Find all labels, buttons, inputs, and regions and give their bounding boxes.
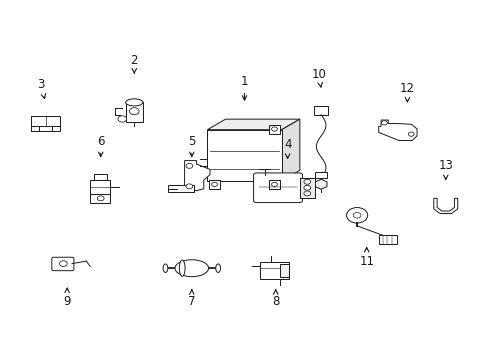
Text: 8: 8 — [271, 289, 279, 308]
Bar — [378, 235, 396, 244]
Circle shape — [97, 196, 104, 201]
Ellipse shape — [163, 264, 167, 273]
Text: 12: 12 — [399, 82, 414, 102]
Text: 7: 7 — [188, 289, 195, 308]
Text: 9: 9 — [63, 288, 71, 308]
Ellipse shape — [125, 99, 142, 106]
Circle shape — [118, 116, 126, 122]
Bar — [299, 178, 314, 198]
Bar — [94, 174, 107, 180]
Polygon shape — [207, 119, 299, 130]
Circle shape — [407, 132, 413, 136]
Polygon shape — [184, 161, 209, 190]
Text: 3: 3 — [37, 78, 45, 99]
Text: 11: 11 — [359, 248, 373, 267]
Bar — [90, 194, 110, 203]
Polygon shape — [433, 198, 457, 213]
Circle shape — [129, 108, 139, 115]
Polygon shape — [378, 120, 416, 140]
Bar — [280, 264, 288, 277]
Bar — [125, 102, 142, 122]
Circle shape — [304, 185, 310, 190]
Circle shape — [304, 179, 310, 184]
Circle shape — [381, 121, 386, 125]
Bar — [315, 172, 326, 178]
FancyBboxPatch shape — [253, 173, 302, 203]
Text: 4: 4 — [284, 138, 291, 158]
Circle shape — [352, 212, 360, 218]
Bar — [208, 180, 220, 189]
Circle shape — [185, 184, 192, 189]
Text: 13: 13 — [437, 159, 452, 180]
Ellipse shape — [215, 264, 220, 273]
Polygon shape — [167, 185, 194, 192]
FancyBboxPatch shape — [31, 117, 60, 126]
Text: 6: 6 — [97, 135, 104, 157]
FancyBboxPatch shape — [52, 257, 74, 271]
Circle shape — [211, 182, 217, 186]
Ellipse shape — [179, 260, 184, 276]
Text: 5: 5 — [188, 135, 195, 157]
Bar — [90, 180, 110, 195]
Bar — [260, 262, 288, 279]
Circle shape — [271, 182, 277, 186]
Bar — [268, 126, 280, 134]
Circle shape — [271, 127, 277, 131]
Text: 1: 1 — [240, 75, 248, 100]
Circle shape — [185, 163, 192, 168]
Circle shape — [346, 207, 367, 223]
Bar — [313, 106, 327, 115]
Polygon shape — [281, 119, 299, 181]
Bar — [207, 130, 281, 181]
Circle shape — [60, 261, 67, 266]
Circle shape — [304, 191, 310, 196]
Text: 10: 10 — [311, 68, 325, 87]
Ellipse shape — [175, 260, 208, 277]
Text: 2: 2 — [130, 54, 138, 73]
Bar — [268, 180, 280, 189]
